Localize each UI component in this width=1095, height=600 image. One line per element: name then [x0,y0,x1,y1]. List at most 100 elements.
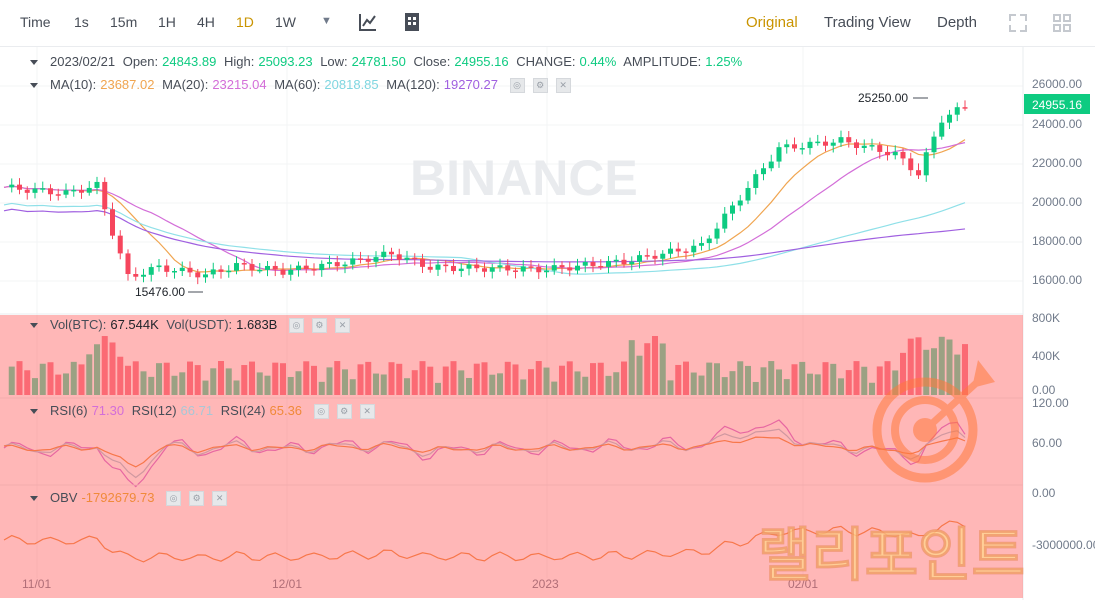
volume-bar [39,363,46,395]
binance-watermark: BINANCE [410,150,638,206]
amplitude-label: AMPLITUDE: [623,54,702,69]
time-tick: 2023 [532,577,559,591]
volume-bar [16,361,23,395]
collapse-obv-legend-icon[interactable] [30,496,38,501]
volume-bar [613,372,620,395]
close-icon[interactable]: ✕ [334,318,350,334]
obv-tick: -3000000.00 [1032,538,1095,552]
collapse-rsi-legend-icon[interactable] [30,409,38,414]
volume-bar [78,364,85,395]
interval-1s[interactable]: 1s [74,14,89,30]
indicator-chart-icon[interactable] [358,12,378,37]
candle-body [644,255,650,257]
candle-body [156,265,162,268]
view-depth[interactable]: Depth [937,14,978,31]
layout-grid-icon[interactable] [1052,13,1072,38]
close-icon[interactable]: ✕ [359,404,375,420]
ma120-value: 19270.27 [443,77,498,92]
view-trading-view[interactable]: Trading View [824,14,911,31]
candle-body [582,262,588,266]
volume-bar [210,368,217,395]
candle-body [931,136,937,153]
volume-bar [117,356,124,395]
candle-body [179,267,185,271]
volume-bar [466,377,472,395]
vol-usdt-value: 1.683B [236,317,278,332]
volume-bar [8,366,15,395]
time-tick: 12/01 [272,577,302,591]
volume-bar [404,378,410,395]
volume-bar [380,374,387,395]
close-icon[interactable]: ✕ [212,491,228,507]
collapse-volume-legend-icon[interactable] [30,323,38,328]
time-tick: 02/01 [788,577,818,591]
volume-bar [814,374,821,395]
vol-usdt-label: Vol(USDT): [166,317,233,332]
collapse-main-legend-icon[interactable] [30,60,38,65]
eye-icon[interactable]: ◎ [313,404,329,420]
candle-body [536,266,542,273]
interval-4h[interactable]: 4H [197,14,215,30]
candle-body [520,266,526,272]
target-arrow-logo [872,360,995,483]
eye-icon[interactable]: ◎ [288,318,304,334]
volume-bar [869,382,875,395]
obv-value: -1792679.73 [81,490,155,505]
volume-bar [481,362,488,395]
volume-bar [690,372,697,395]
obv-polyline [3,520,966,563]
candle-body [303,265,309,270]
volume-bar [233,380,240,395]
change-value: 0.44% [579,54,617,69]
volume-bar [419,361,426,395]
close-label: Close: [413,54,451,69]
candle-body [869,145,875,147]
settings-icon[interactable]: ⚙ [189,491,205,507]
volume-bar [179,372,186,395]
interval-time[interactable]: Time [20,14,51,30]
candle-body [404,257,410,260]
low-value: 24781.50 [351,54,406,69]
candle-body [257,269,263,272]
price-chart[interactable]: BINANCE 26000.00 24000.00 22000.00 20000… [0,47,1095,600]
volume-bar [861,366,868,395]
candle-body [846,137,852,143]
candle-body [575,265,580,271]
volume-bar [70,361,77,395]
candle-body [40,188,46,190]
volume-bar [396,363,403,395]
volume-tick: 0.00 [1032,383,1056,397]
settings-icon[interactable]: ⚙ [311,318,327,334]
candle-body [125,253,131,275]
interval-1d[interactable]: 1D [236,14,254,30]
volume-bar [907,338,914,395]
candle-body [296,265,301,270]
interval-1h[interactable]: 1H [158,14,176,30]
settings-icon[interactable]: ⚙ [336,404,352,420]
volume-bar [187,361,193,395]
price-tick: 26000.00 [1032,77,1082,91]
view-original[interactable]: Original [746,14,798,31]
eye-icon[interactable]: ◎ [509,78,525,94]
collapse-ma-legend-icon[interactable] [30,83,38,88]
ma-line [3,208,966,263]
interval-1w[interactable]: 1W [275,14,296,30]
eye-icon[interactable]: ◎ [166,491,182,507]
interval-15m[interactable]: 15m [110,14,138,30]
more-intervals-dropdown-icon[interactable]: ▼ [321,15,332,27]
candle-body [544,270,549,273]
candle-body [900,151,906,159]
volume-bar [388,362,395,395]
settings-icon[interactable]: ⚙ [532,78,548,94]
volume-bar [946,339,953,395]
candle-body [629,261,635,265]
close-icon[interactable]: ✕ [555,78,571,94]
fullscreen-icon[interactable] [1008,13,1028,38]
volume-bar [721,377,728,395]
volume-bar [256,372,263,395]
candle-body [737,200,743,206]
volume-bar [132,361,139,395]
volume-bar [32,378,38,395]
volume-bar [652,336,658,395]
drawing-tools-icon[interactable] [404,12,420,37]
